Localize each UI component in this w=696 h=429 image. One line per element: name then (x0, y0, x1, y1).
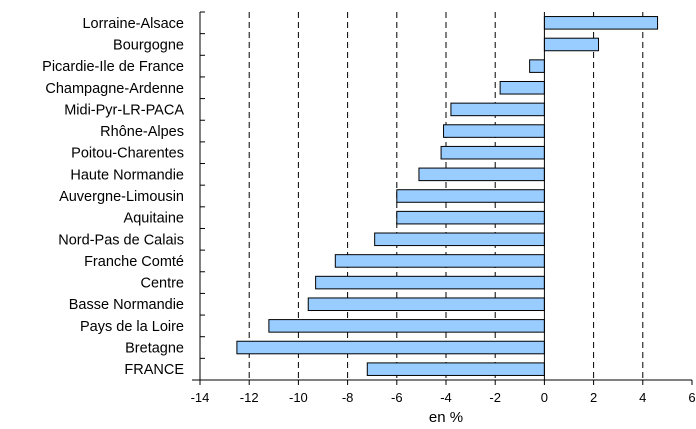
category-label: Bretagne (125, 341, 184, 357)
category-label: Basse Normandie (69, 297, 184, 313)
category-label: FRANCE (124, 362, 184, 378)
x-tick-label: 2 (590, 390, 597, 405)
x-tick-label: -2 (489, 390, 501, 405)
category-label: Nord-Pas de Calais (58, 232, 184, 248)
category-label: Midi-Pyr-LR-PACA (64, 102, 184, 118)
category-label: Lorraine-Alsace (82, 16, 184, 32)
category-label: Pays de la Loire (80, 319, 184, 335)
bar (418, 167, 545, 182)
x-tick-label: -6 (391, 390, 403, 405)
bar (396, 189, 545, 203)
bar (366, 362, 545, 376)
x-tick-label: 6 (688, 390, 695, 405)
x-tick-label: -14 (191, 390, 210, 405)
x-tick-label: 4 (639, 390, 646, 405)
x-tick-label: 0 (541, 390, 548, 405)
category-label: Franche Comté (84, 254, 184, 270)
bar (543, 37, 600, 52)
axes (192, 11, 693, 385)
bar (529, 59, 545, 73)
category-label: Aquitaine (124, 211, 184, 227)
bar (374, 232, 545, 247)
bar (236, 340, 545, 355)
bar (443, 124, 545, 138)
bar (450, 102, 545, 117)
category-label: Haute Normandie (70, 167, 184, 183)
category-label: Picardie-Ile de France (42, 59, 184, 75)
bar (543, 16, 659, 30)
category-label: Centre (140, 276, 184, 292)
x-tick-label: -8 (342, 390, 354, 405)
bars (236, 16, 659, 376)
bar (396, 210, 545, 225)
category-labels: Lorraine-Alsace Bourgogne Picardie-Ile de … (42, 16, 184, 378)
x-axis-title: en % (429, 409, 463, 426)
category-label: Rhône-Alpes (100, 124, 184, 140)
bar (499, 80, 545, 95)
category-label: Champagne-Ardenne (45, 81, 184, 97)
x-tick-label: -10 (289, 390, 308, 405)
tick-labels: -14 -12 -10 -8 -6 -4 -2 0 2 4 6 (191, 390, 696, 405)
x-tick-label: -12 (240, 390, 259, 405)
category-label: Auvergne-Limousin (59, 189, 184, 205)
bar (307, 297, 545, 312)
x-tick-label: -4 (440, 390, 452, 405)
bar (268, 319, 545, 333)
category-label: Poitou-Charentes (71, 146, 184, 162)
bar (334, 254, 545, 268)
category-label: Bourgogne (113, 37, 184, 53)
bar (315, 275, 545, 290)
bar (440, 145, 545, 160)
